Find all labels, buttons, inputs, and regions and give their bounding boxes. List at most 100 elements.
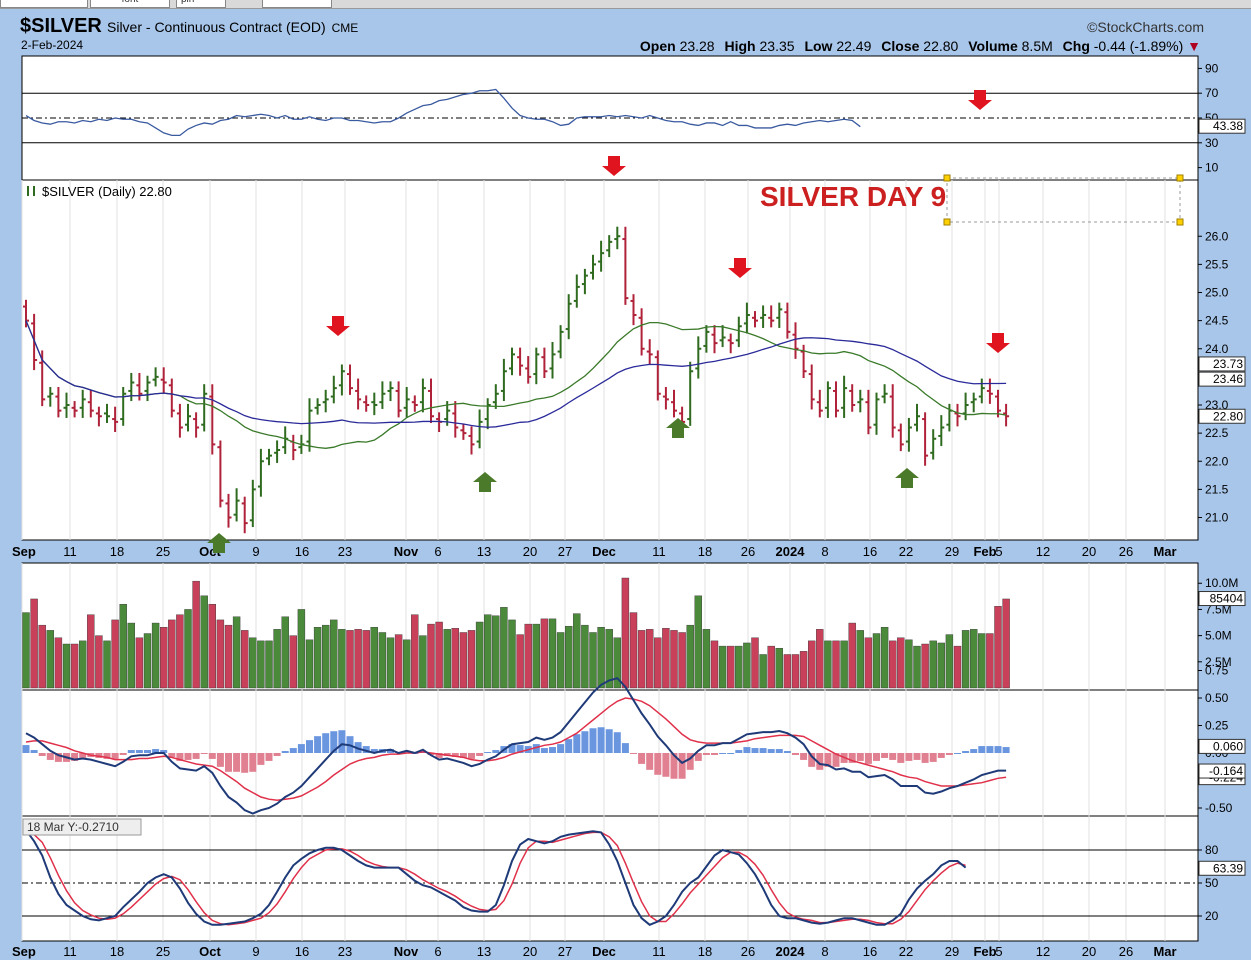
toolbar-box[interactable] [262, 0, 332, 8]
description-text: Silver - Continuous Contract (EOD) [107, 19, 326, 35]
volume-bar [127, 622, 136, 689]
volume-bar [435, 621, 443, 689]
price-bar [784, 302, 791, 339]
moving-average-short [25, 320, 1007, 449]
macd-histogram-bar [694, 753, 702, 761]
pin-box[interactable]: pin [176, 0, 226, 8]
price-bar [549, 342, 556, 379]
x-tick-label: 8 [821, 544, 828, 559]
y-tick-label: 22.0 [1205, 454, 1229, 468]
volume-bar [678, 632, 686, 689]
font-box[interactable]: font [90, 0, 170, 8]
volume-bar [516, 634, 524, 689]
macd-histogram-bar [532, 744, 540, 753]
macd-histogram-bar [929, 753, 937, 762]
y-tick-label: 80 [1205, 843, 1219, 857]
value-tag-box [1198, 118, 1246, 134]
x-tick-label: 6 [434, 544, 441, 559]
price-bar [419, 378, 426, 413]
ma-long-value-tag: 23.73 [1198, 356, 1246, 372]
macd-histogram-bar [330, 731, 338, 753]
volume-bar [208, 603, 217, 689]
y-tick-label: 21.5 [1205, 482, 1229, 496]
macd-histogram-bar [678, 753, 686, 779]
macd-histogram-bar [808, 753, 816, 767]
volume-bar [1002, 598, 1010, 689]
macd-histogram-bar [225, 753, 232, 772]
volume-bar [540, 618, 549, 689]
macd-histogram-bar [589, 728, 597, 753]
macd-histogram-bar [573, 734, 581, 753]
volume-bar [78, 640, 87, 689]
macd-histogram-bar [597, 727, 605, 753]
volume-bar [524, 623, 532, 689]
macd-histogram-bar [921, 753, 929, 763]
exchange-label: CME [331, 21, 359, 35]
x-tick-label: 16 [863, 944, 877, 959]
price-bar [500, 358, 507, 402]
annotation-handle [1176, 218, 1184, 226]
price-bar [824, 381, 831, 418]
volume-bar [872, 633, 881, 689]
volume-bar [759, 654, 767, 689]
macd-histogram-bar [168, 753, 176, 757]
price-bar [274, 440, 281, 463]
macd-histogram-bar [743, 747, 751, 753]
close-value: 22.80 [923, 38, 959, 54]
volume-bar [22, 612, 30, 689]
volume-bar [735, 645, 743, 689]
price-bar [460, 423, 467, 440]
volume-bar [459, 632, 468, 689]
down-arrow-icon [968, 90, 992, 110]
ohlc-summary: Open 23.28 High 23.35 Low 22.49 Close 22… [640, 38, 1201, 54]
crosshair-info-box [22, 818, 142, 836]
price-bar [922, 412, 929, 466]
volume-bar [532, 623, 540, 689]
y-tick-label: 24.5 [1205, 314, 1229, 328]
volume-bar [856, 630, 864, 689]
macd-histogram-bar [978, 746, 986, 753]
macd-histogram-bar [945, 753, 953, 755]
price-bar [152, 367, 159, 387]
price-bar [266, 448, 272, 466]
x-tick-label: 2024 [776, 544, 806, 559]
price-bar [614, 226, 621, 250]
volume-bar [216, 619, 225, 689]
macd-histogram-bar [889, 753, 897, 760]
macd-histogram-bar [792, 753, 799, 755]
low-label: Low [804, 38, 833, 54]
volume-bar [994, 606, 1002, 689]
macd-histogram-bar [783, 751, 791, 753]
x-tick-label: 22 [899, 944, 913, 959]
price-bar [954, 403, 961, 427]
macd-histogram-bar [459, 753, 467, 758]
y-tick-label: 70 [1205, 86, 1219, 100]
price-bar [662, 387, 669, 410]
open-label: Open [639, 38, 676, 54]
volume-bar [508, 619, 516, 689]
value-tag-box [1198, 371, 1246, 387]
macd-histogram-bar [46, 753, 54, 760]
y-tick-label: 20 [1205, 909, 1219, 923]
price-bar [719, 325, 726, 348]
price-bar [509, 347, 515, 376]
volume-bar [338, 629, 346, 689]
volume-bar [103, 640, 111, 689]
macd-histogram-bar [881, 753, 889, 758]
price-bar [525, 356, 532, 384]
price-bar [428, 378, 434, 423]
volume-bar [168, 619, 176, 689]
price-bar [249, 479, 256, 528]
down-arrow-icon [326, 316, 350, 336]
volume-bar [799, 651, 808, 689]
toolbar-box[interactable] [0, 0, 88, 8]
volume-bar [613, 637, 621, 689]
value-tag-label: -0.164 [1209, 764, 1243, 778]
volume-bar [824, 640, 832, 689]
volume-bar [346, 630, 354, 689]
price-bar [897, 423, 904, 452]
price-bar [841, 375, 848, 418]
macd-histogram-bar [249, 753, 257, 772]
macd-histogram-bar [79, 753, 87, 758]
macd-histogram-bar [160, 750, 168, 753]
